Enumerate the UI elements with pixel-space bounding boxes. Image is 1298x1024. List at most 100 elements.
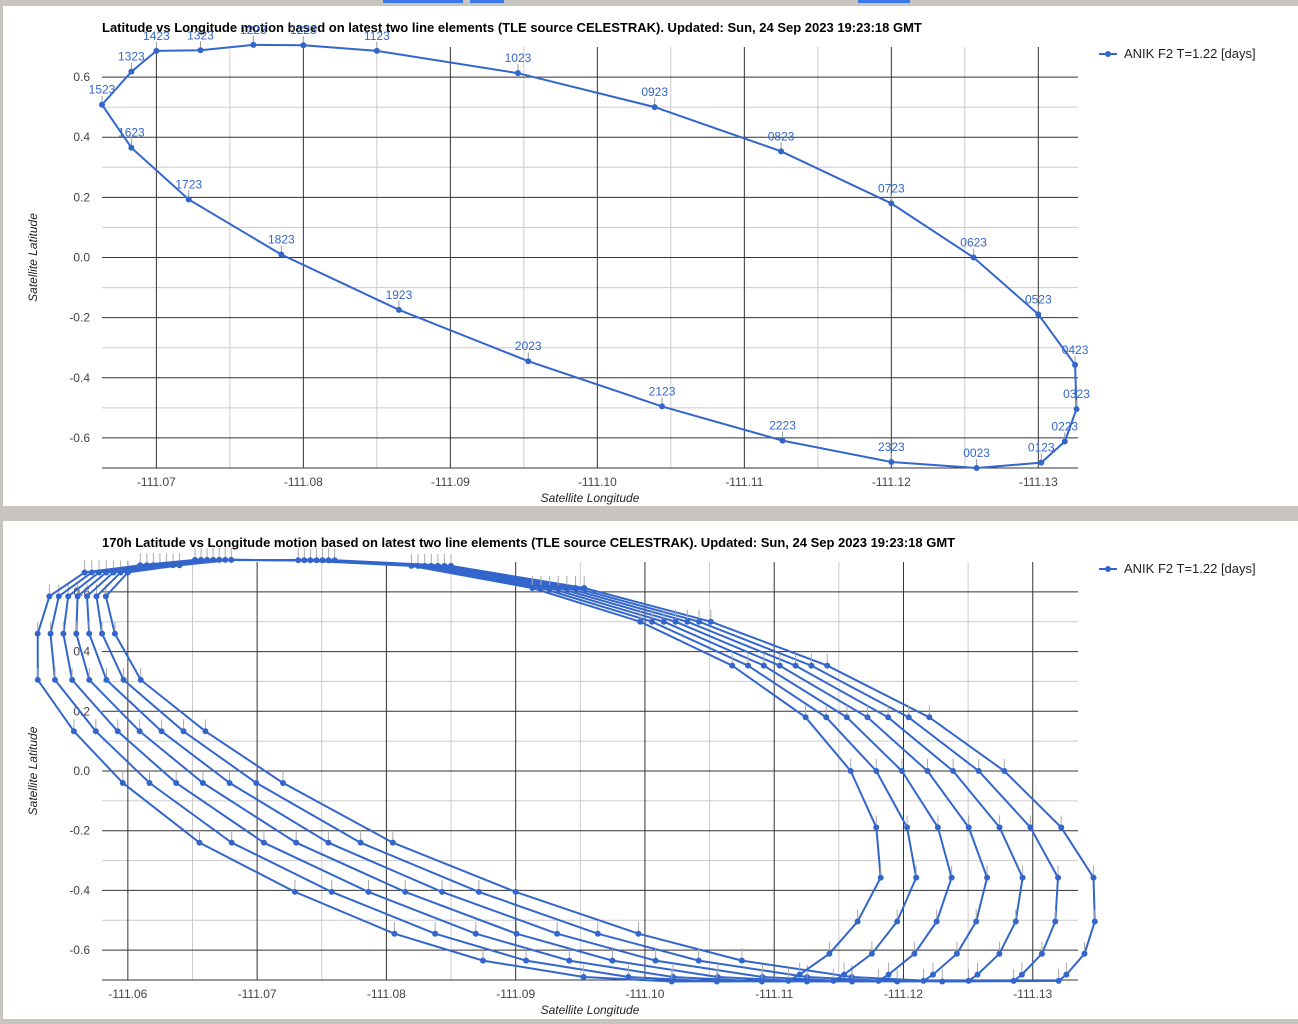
x-tick-label: -111.12 xyxy=(872,475,911,489)
data-point xyxy=(652,957,659,964)
data-point xyxy=(226,779,233,786)
data-point xyxy=(696,618,703,625)
data-point xyxy=(1001,768,1008,774)
data-point xyxy=(475,888,482,895)
data-point xyxy=(128,68,135,75)
x-tick-label: -111.08 xyxy=(284,475,323,489)
data-point xyxy=(74,593,81,600)
data-point xyxy=(933,918,940,925)
data-point xyxy=(513,930,520,937)
data-point xyxy=(864,714,871,721)
data-point xyxy=(1055,977,1062,984)
data-point xyxy=(873,824,880,831)
data-point xyxy=(73,630,80,637)
point-label: 1423 xyxy=(143,29,170,43)
point-label: 1223 xyxy=(290,23,317,37)
data-point xyxy=(65,593,72,600)
point-label: 0823 xyxy=(768,129,795,143)
point-label: 2023 xyxy=(515,339,542,353)
data-point xyxy=(635,930,642,937)
data-point xyxy=(180,728,187,735)
y-axis-title: Satellite Latitude xyxy=(26,726,40,815)
data-point xyxy=(472,930,479,937)
data-point xyxy=(1055,874,1062,881)
data-point xyxy=(854,918,861,925)
data-point xyxy=(911,950,918,957)
data-point xyxy=(668,978,675,985)
point-label: 2223 xyxy=(769,419,796,433)
x-tick-label: -111.09 xyxy=(496,987,535,1001)
legend-marker xyxy=(1105,51,1111,57)
data-point xyxy=(86,676,93,683)
data-point xyxy=(926,714,933,721)
point-label: 0723 xyxy=(878,181,905,195)
y-axis-title: Satellite Latitude xyxy=(26,213,40,302)
toolbar-button-edge[interactable] xyxy=(858,0,910,3)
data-point xyxy=(136,728,143,735)
data-point xyxy=(898,768,905,774)
data-point xyxy=(34,630,41,637)
data-point xyxy=(823,714,830,721)
data-point xyxy=(69,676,76,683)
chart-latlon-170h: 170h Latitude vs Longitude motion based … xyxy=(26,535,1256,1017)
point-label: 0223 xyxy=(1051,420,1078,434)
data-point xyxy=(70,728,77,735)
data-point xyxy=(707,618,714,625)
legend-marker xyxy=(1105,566,1111,572)
point-label: 0423 xyxy=(1062,343,1089,357)
point-label: 0923 xyxy=(641,85,668,99)
data-point xyxy=(868,950,875,957)
x-tick-label: -111.07 xyxy=(238,987,277,1001)
data-point xyxy=(60,630,67,637)
data-point xyxy=(128,144,135,151)
point-label: 0023 xyxy=(963,446,990,460)
data-point xyxy=(885,714,892,721)
data-point xyxy=(953,950,960,957)
data-point xyxy=(173,779,180,786)
y-tick-label: -0.4 xyxy=(69,371,90,385)
data-point xyxy=(672,618,679,625)
series-loop xyxy=(36,558,882,983)
data-point xyxy=(389,839,396,846)
data-point xyxy=(566,957,573,964)
point-label: 1623 xyxy=(118,126,145,140)
data-point xyxy=(745,662,752,669)
toolbar-button-edge[interactable] xyxy=(470,0,504,3)
data-point xyxy=(279,779,286,786)
data-point xyxy=(796,971,803,978)
data-point xyxy=(525,358,532,365)
data-point xyxy=(250,41,257,48)
data-point xyxy=(841,971,848,978)
data-point xyxy=(197,47,204,54)
data-point xyxy=(888,200,895,207)
data-point xyxy=(202,728,209,735)
data-point xyxy=(984,874,991,881)
data-point xyxy=(402,888,409,895)
data-point xyxy=(996,950,1003,957)
data-point xyxy=(1072,361,1079,368)
data-point xyxy=(373,47,380,54)
toolbar-button-edge[interactable] xyxy=(383,0,463,3)
legend: ANIK F2 T=1.22 [days] xyxy=(1099,46,1256,61)
x-axis-title: Satellite Longitude xyxy=(541,1003,640,1017)
x-tick-label: -111.12 xyxy=(884,987,923,1001)
data-point xyxy=(84,593,91,600)
data-point xyxy=(439,888,446,895)
data-point xyxy=(153,47,160,54)
data-point xyxy=(970,254,977,261)
data-point xyxy=(86,630,93,637)
data-point xyxy=(365,888,372,895)
data-point xyxy=(948,874,955,881)
data-point xyxy=(684,618,691,625)
x-axis-title: Satellite Longitude xyxy=(541,491,640,505)
point-label: 0323 xyxy=(1063,387,1090,401)
series-line xyxy=(100,43,1078,469)
point-label: 1323 xyxy=(118,50,145,64)
chart-panel-latlon-170h: 170h Latitude vs Longitude motion based … xyxy=(3,521,1298,1019)
data-point xyxy=(637,618,644,625)
data-point xyxy=(291,888,298,895)
data-point xyxy=(904,824,911,831)
data-point xyxy=(554,930,561,937)
data-point xyxy=(779,437,786,444)
chart-title: 170h Latitude vs Longitude motion based … xyxy=(102,535,955,550)
